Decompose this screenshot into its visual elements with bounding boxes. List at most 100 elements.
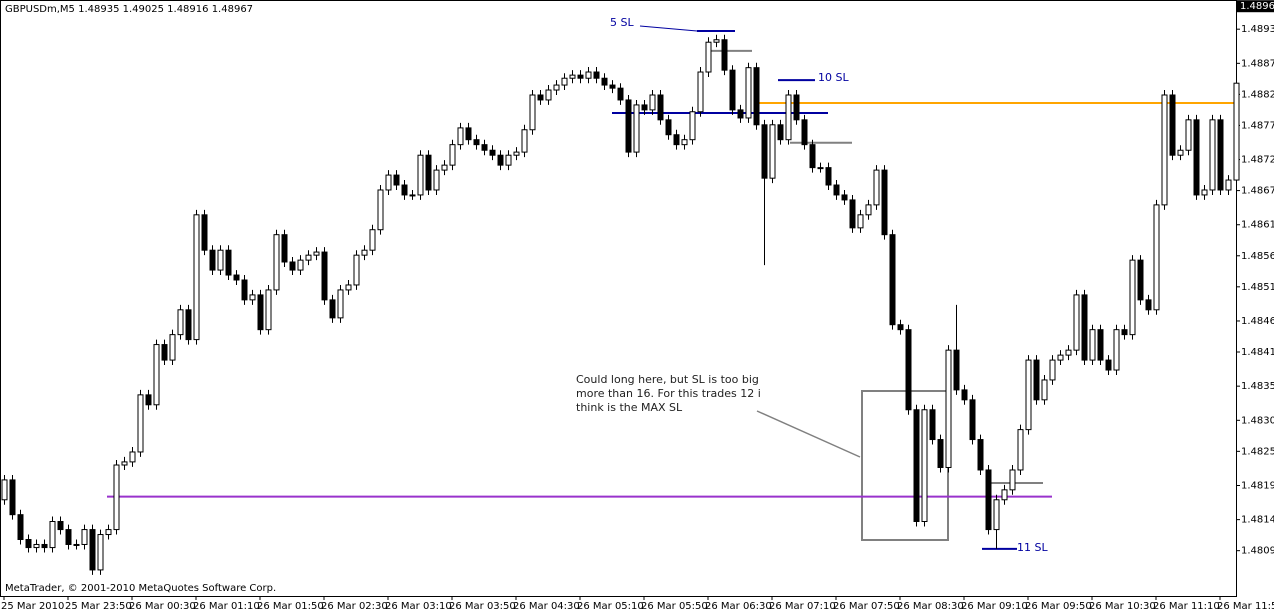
sl-label: 5 SL (610, 16, 634, 29)
candle-body (225, 249, 232, 276)
candle-body (593, 71, 600, 79)
candle-body (1177, 149, 1184, 156)
candle-body (297, 259, 304, 271)
candle-body (481, 144, 488, 151)
candle-body (689, 111, 696, 141)
candle-body (385, 174, 392, 191)
candle-body (129, 451, 136, 463)
candle-body (81, 529, 88, 545)
candle-body (441, 164, 448, 171)
candle-body (201, 214, 208, 251)
candle-body (1041, 379, 1048, 401)
candle-body (1081, 294, 1088, 361)
candle-body (409, 194, 416, 197)
candle-body (601, 77, 608, 86)
candle-body (1025, 359, 1032, 431)
candle-body (257, 294, 264, 331)
candle-body (1017, 429, 1024, 471)
candle-body (145, 394, 152, 406)
candle-body (121, 461, 128, 466)
candle-body (217, 249, 224, 271)
y-tick-label: 1.48355 (1241, 381, 1274, 392)
candle-body (25, 539, 32, 549)
candle-body (521, 129, 528, 153)
y-tick-label: 1.48300 (1241, 415, 1274, 426)
candle-body (1209, 119, 1216, 191)
y-tick-label: 1.48565 (1241, 251, 1274, 262)
candle-body (233, 274, 240, 281)
candle-body (465, 127, 472, 141)
candle-body (977, 439, 984, 471)
candle-body (9, 479, 16, 516)
comment-line: think is the MAX SL (576, 401, 683, 414)
comment-line: more than 16. For this trades 12 i (576, 387, 761, 400)
candle-body (945, 349, 952, 468)
candle-body (489, 149, 496, 156)
candle-body (513, 151, 520, 156)
x-tick-label: 26 Mar 09:10 (961, 601, 1028, 612)
y-tick-label: 1.48410 (1241, 347, 1274, 358)
candle-body (1121, 329, 1128, 336)
candle-body (73, 543, 80, 546)
comment-line: Could long here, but SL is too big (576, 373, 759, 386)
candle-body (561, 77, 568, 86)
x-tick-label: 26 Mar 04:30 (513, 601, 580, 612)
candle-body (761, 124, 768, 179)
x-tick-label: 26 Mar 02:30 (321, 601, 388, 612)
candle-body (337, 289, 344, 319)
x-tick-label: 26 Mar 05:50 (641, 601, 708, 612)
candle-body (841, 194, 848, 201)
candle-body (1065, 349, 1072, 356)
candle-body (681, 139, 688, 146)
candle-body (209, 249, 216, 271)
candle-body (161, 344, 168, 361)
candle-body (361, 249, 368, 256)
candle-body (1, 479, 8, 501)
candle-body (1145, 299, 1152, 311)
sl-leader (639, 25, 698, 32)
candle-body (849, 199, 856, 229)
x-tick-label: 26 Mar 07:10 (769, 601, 836, 612)
candle-body (289, 261, 296, 271)
candle-body (417, 154, 424, 196)
candle-body (65, 529, 72, 545)
candle-body (249, 294, 256, 301)
x-tick-label: 26 Mar 00:30 (129, 601, 196, 612)
candle-body (769, 124, 776, 179)
last-price-tag (1237, 0, 1274, 13)
candle-body (1217, 119, 1224, 191)
candle-body (1233, 82, 1240, 181)
candle-body (345, 284, 352, 291)
candle-body (305, 254, 312, 261)
candle-body (1057, 354, 1064, 361)
candle-body (1001, 489, 1008, 501)
candle-body (673, 134, 680, 146)
candle-body (577, 74, 584, 79)
y-tick-label: 1.48825 (1241, 89, 1274, 100)
candle-body (801, 119, 808, 146)
candle-body (721, 39, 728, 71)
candle-body (545, 89, 552, 101)
candle-body (729, 69, 736, 111)
candle-body (1105, 359, 1112, 371)
candle-body (705, 41, 712, 73)
candle-body (937, 439, 944, 468)
x-tick-label: 26 Mar 01:10 (193, 601, 260, 612)
y-tick-label: 1.48250 (1241, 446, 1274, 457)
candle-body (1193, 119, 1200, 196)
candle-body (649, 94, 656, 111)
candle-body (529, 94, 536, 131)
candle-body (97, 534, 104, 571)
candle-body (369, 229, 376, 251)
candle-body (1097, 329, 1104, 361)
candle-body (793, 94, 800, 121)
candle-body (185, 309, 192, 341)
candle-body (1033, 359, 1040, 401)
candle-body (193, 214, 200, 341)
candle-body (569, 74, 576, 79)
candle-body (313, 251, 320, 256)
candle-body (1137, 259, 1144, 301)
comment-pointer (756, 410, 861, 458)
candle-body (433, 169, 440, 191)
